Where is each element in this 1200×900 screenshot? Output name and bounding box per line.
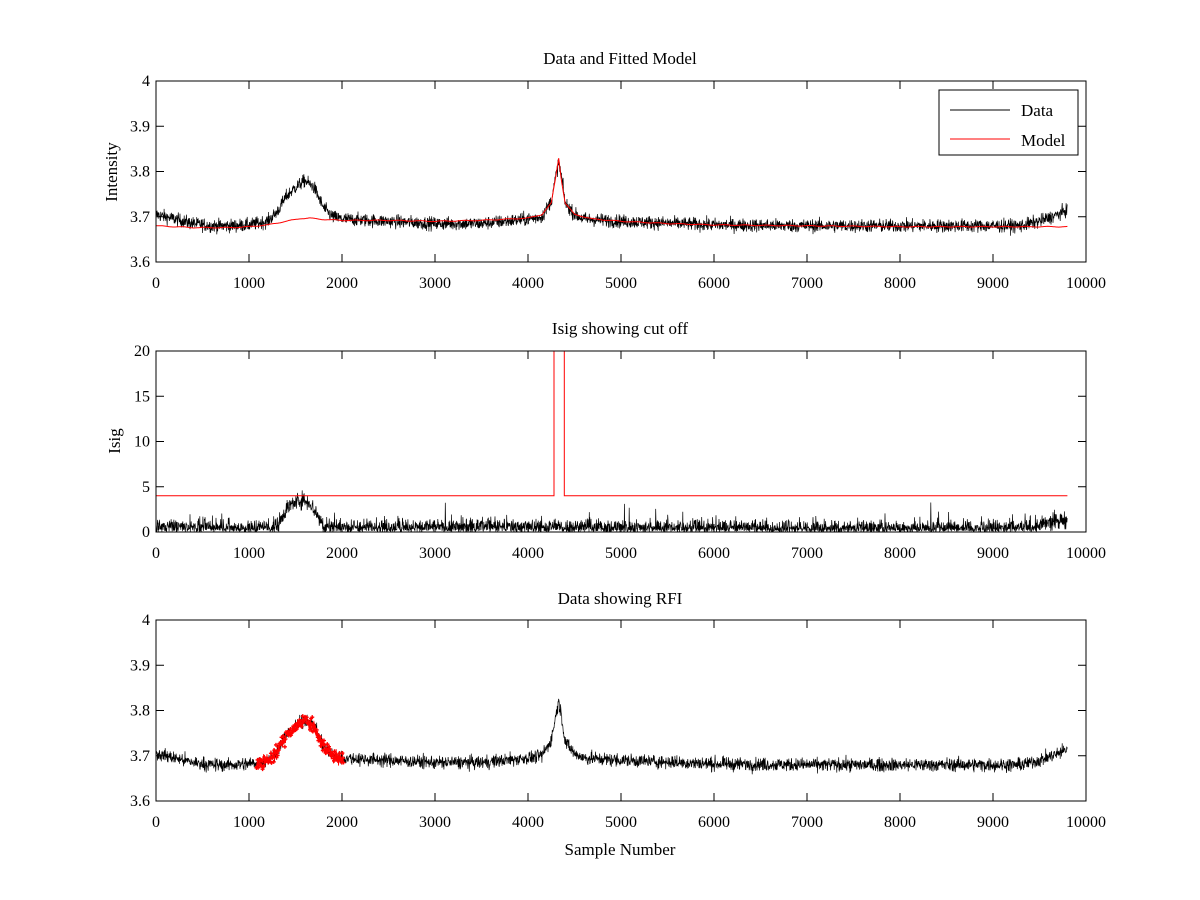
series-isig-line (156, 490, 1068, 532)
rfi-marker (325, 742, 330, 747)
panel-isig-cutoff: Isig showing cut off Isig 0 1000 2000 3000 4… (105, 319, 1106, 562)
rfi-marker (261, 763, 266, 768)
x-tick-label: 4000 (512, 275, 544, 292)
x-tick-label: 3000 (419, 814, 451, 831)
x-tick-label: 2000 (326, 814, 358, 831)
legend: Data Model (938, 89, 1079, 156)
series-cutoff-line (156, 351, 1068, 497)
x-tick-label: 4000 (512, 545, 544, 562)
x-tick-label: 10000 (1066, 814, 1106, 831)
x-tick-label: 5000 (605, 545, 637, 562)
rfi-marker (271, 759, 276, 764)
legend-label-data: Data (1021, 101, 1054, 120)
y-tick-label: 15 (134, 388, 150, 405)
x-tick-label: 6000 (698, 814, 730, 831)
plot-area (156, 158, 1068, 236)
panel-data-and-model: Data and Fitted Model Intensity 0 1000 200… (102, 49, 1106, 292)
panel-data-rfi: Data showing RFI Sample Number 0 1000 2000… (130, 589, 1106, 859)
y-tick-label: 3.9 (130, 657, 150, 674)
rfi-marker (273, 742, 278, 747)
plot-area (156, 698, 1068, 775)
series-data-line (156, 159, 1068, 236)
rfi-marker (274, 755, 279, 760)
y-tick-label: 3.8 (130, 164, 150, 181)
x-tick-label: 6000 (698, 275, 730, 292)
x-tick-label: 1000 (233, 814, 265, 831)
x-tick-label: 0 (152, 275, 160, 292)
panel-title: Isig showing cut off (552, 319, 688, 338)
x-tick-label: 9000 (977, 275, 1009, 292)
y-axis-label: Intensity (102, 142, 121, 202)
x-tick-label: 7000 (791, 545, 823, 562)
panel-title: Data and Fitted Model (543, 49, 697, 68)
rfi-marker (275, 753, 280, 758)
x-tick-label: 0 (152, 545, 160, 562)
x-axis-label: Sample Number (565, 840, 676, 859)
y-tick-label: 4 (142, 73, 150, 90)
x-tick-label: 9000 (977, 814, 1009, 831)
x-tick-label: 4000 (512, 814, 544, 831)
x-tick-label: 6000 (698, 545, 730, 562)
x-tick-label: 8000 (884, 545, 916, 562)
x-tick-label: 10000 (1066, 545, 1106, 562)
x-tick-label: 5000 (605, 275, 637, 292)
y-tick-label: 3.9 (130, 118, 150, 135)
y-tick-label: 20 (134, 343, 150, 360)
x-tick-label: 1000 (233, 275, 265, 292)
x-tick-label: 2000 (326, 275, 358, 292)
y-tick-label: 3.7 (130, 209, 150, 226)
legend-label-model: Model (1021, 131, 1066, 150)
series-rfi-line (256, 716, 344, 768)
rfi-marker (310, 715, 315, 720)
x-tick-label: 8000 (884, 814, 916, 831)
x-tick-label: 1000 (233, 545, 265, 562)
x-tick-label: 5000 (605, 814, 637, 831)
rfi-marker (282, 744, 287, 749)
y-axis-label: Isig (105, 428, 124, 454)
y-tick-label: 3.6 (130, 793, 150, 810)
y-tick-label: 3.6 (130, 254, 150, 271)
y-tick-label: 0 (142, 524, 150, 541)
x-tick-label: 8000 (884, 275, 916, 292)
x-tick-label: 9000 (977, 545, 1009, 562)
x-tick-label: 3000 (419, 545, 451, 562)
x-tick-label: 2000 (326, 545, 358, 562)
legend-box (938, 89, 1079, 156)
x-tick-label: 10000 (1066, 275, 1106, 292)
y-tick-label: 3.7 (130, 748, 150, 765)
y-tick-label: 4 (142, 612, 150, 629)
plot-area (156, 351, 1068, 532)
x-tick-label: 7000 (791, 814, 823, 831)
panel-title: Data showing RFI (558, 589, 683, 608)
y-tick-label: 5 (142, 479, 150, 496)
y-tick-label: 3.8 (130, 703, 150, 720)
x-tick-label: 0 (152, 814, 160, 831)
x-tick-label: 7000 (791, 275, 823, 292)
rfi-marker (269, 760, 274, 765)
y-tick-label: 10 (134, 434, 150, 451)
x-tick-label: 3000 (419, 275, 451, 292)
series-model-line (156, 158, 1068, 229)
